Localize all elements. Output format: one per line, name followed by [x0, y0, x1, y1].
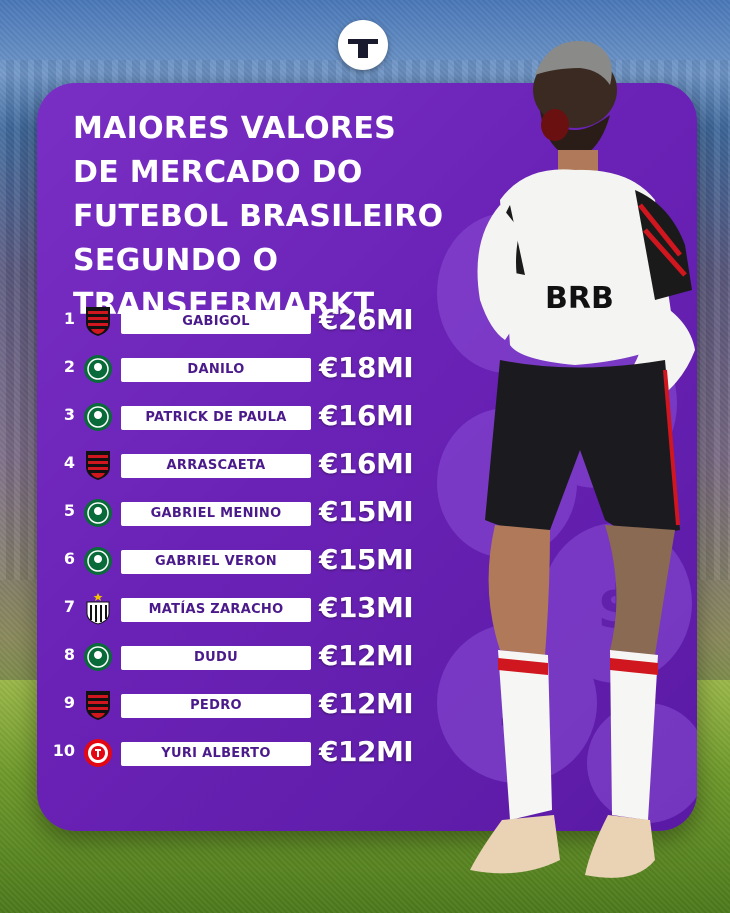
rank-number: 7 [63, 597, 75, 616]
football-player-celebrating-image: BRB [470, 40, 695, 878]
title-line: DE MERCADO DO [73, 155, 363, 190]
player-name: PATRICK DE PAULA [121, 406, 311, 430]
rank-number: 5 [63, 501, 75, 520]
rank-number: 3 [63, 405, 75, 424]
flamengo-crest-icon [86, 451, 110, 480]
ranking-row: 2 DANILO €18MI [47, 351, 457, 385]
player-name: GABRIEL MENINO [121, 502, 311, 526]
market-value: €26MI [319, 303, 414, 336]
market-value: €12MI [319, 639, 414, 672]
rank-number: 4 [63, 453, 75, 472]
palmeiras-crest-icon [84, 499, 112, 527]
market-value: €13MI [319, 591, 414, 624]
ranking-row: 8 DUDU €12MI [47, 639, 457, 673]
player-name: YURI ALBERTO [121, 742, 311, 766]
page-title: MAIORES VALORES DE MERCADO DO FUTEBOL BR… [73, 107, 493, 327]
palmeiras-crest-icon [84, 643, 112, 671]
market-value: €18MI [319, 351, 414, 384]
svg-text:BRB: BRB [545, 281, 614, 316]
tnt-sports-logo-icon [338, 20, 388, 70]
rank-number: 8 [63, 645, 75, 664]
market-value: €12MI [319, 687, 414, 720]
rank-number: 2 [63, 357, 75, 376]
ranking-row: 9 PEDRO €12MI [47, 687, 457, 721]
title-line: FUTEBOL BRASILEIRO [73, 199, 444, 234]
title-line: SEGUNDO O [73, 243, 279, 278]
market-value: €15MI [319, 495, 414, 528]
rank-number: 1 [63, 309, 75, 328]
rank-number: 9 [63, 693, 75, 712]
atletico-mg-crest-icon [86, 593, 110, 625]
ranking-row: 3 PATRICK DE PAULA €16MI [47, 399, 457, 433]
ranking-row: 7 MATÍAS ZARACHO €13MI [47, 591, 457, 625]
player-name: GABRIEL VERON [121, 550, 311, 574]
title-line: MAIORES VALORES [73, 111, 397, 146]
player-name: ARRASCAETA [121, 454, 311, 478]
ranking-row: 4 ARRASCAETA €16MI [47, 447, 457, 481]
player-name: DUDU [121, 646, 311, 670]
palmeiras-crest-icon [84, 355, 112, 383]
ranking-row: 1 GABIGOL €26MI [47, 303, 457, 337]
flamengo-crest-icon [86, 691, 110, 720]
palmeiras-crest-icon [84, 547, 112, 575]
ranking-row: 10 YURI ALBERTO €12MI [47, 735, 457, 769]
market-value: €12MI [319, 735, 414, 768]
player-name: DANILO [121, 358, 311, 382]
ranking-row: 6 GABRIEL VERON €15MI [47, 543, 457, 577]
rank-number: 10 [52, 741, 75, 760]
player-name: GABIGOL [121, 310, 311, 334]
ranking-row: 5 GABRIEL MENINO €15MI [47, 495, 457, 529]
market-value: €16MI [319, 447, 414, 480]
flamengo-crest-icon [86, 307, 110, 336]
palmeiras-crest-icon [84, 403, 112, 431]
rank-number: 6 [63, 549, 75, 568]
market-value: €16MI [319, 399, 414, 432]
market-value: €15MI [319, 543, 414, 576]
player-name: MATÍAS ZARACHO [121, 598, 311, 622]
player-name: PEDRO [121, 694, 311, 718]
internacional-crest-icon [84, 739, 112, 767]
